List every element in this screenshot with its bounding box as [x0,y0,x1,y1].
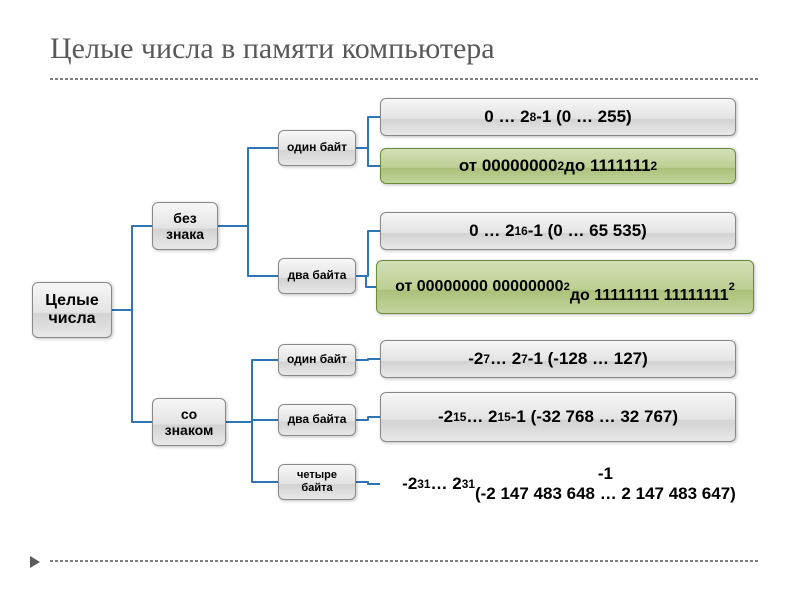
node-u_b2: два байта [278,258,356,294]
node-unsigned: без знака [152,202,218,250]
slide-marker-icon [30,556,40,568]
node-u2_bits: от 00000000 000000002до 11111111 1111111… [376,260,754,314]
node-root: Целые числа [32,282,112,338]
node-u1_bits: от 000000002 до 11111112 [380,148,736,184]
node-s4_range: -231 … 231-1(-2 147 483 648 … 2 147 483 … [380,454,758,514]
node-u1_range: 0 … 28-1 (0 … 255) [380,98,736,136]
node-s2_range: -215 … 215-1 (-32 768 … 32 767) [380,392,736,442]
divider-top [50,78,760,80]
node-s1_range: -27 … 27-1 (-128 … 127) [380,340,736,378]
node-u2_range: 0 … 216-1 (0 … 65 535) [380,212,736,250]
node-s_b2: два байта [278,404,356,436]
node-u_b1: один байт [278,130,356,166]
page-title: Целые числа в памяти компьютера [50,32,760,72]
node-s_b1: один байт [278,344,356,376]
divider-bottom [50,560,760,562]
node-s_b4: четыре байта [278,464,356,500]
node-signed: со знаком [152,398,226,446]
